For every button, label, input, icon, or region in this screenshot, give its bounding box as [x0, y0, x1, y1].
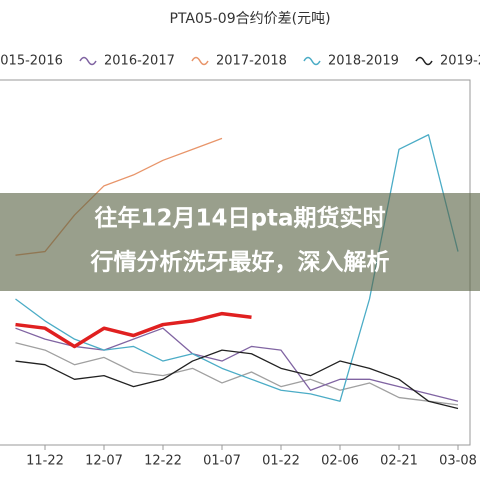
legend-marker — [303, 56, 321, 66]
headline-banner — [0, 193, 480, 291]
x-tick-label: 01-07 — [203, 454, 241, 469]
series-line — [15, 349, 459, 410]
series-line — [15, 311, 252, 349]
x-tick-label: 12-22 — [144, 454, 182, 469]
legend-label: 2019-2020 — [440, 54, 480, 69]
legend-label: 2015-2016 — [0, 54, 63, 69]
x-tick-label: 11-22 — [26, 454, 64, 469]
headline: 行情分析洗牙最好，深入解析 — [90, 249, 390, 276]
legend-label: 2018-2019 — [328, 54, 399, 69]
series-line — [15, 342, 459, 406]
headline: 往年12月14日pta期货实时 — [95, 205, 386, 232]
legend-label: 2017-2018 — [216, 54, 287, 69]
legend-marker — [79, 56, 97, 66]
x-tick-label: 03-08 — [439, 454, 477, 469]
legend-marker — [191, 56, 209, 66]
series-line — [15, 327, 459, 402]
chart-title: PTA05-09合约价差(元吨) — [169, 11, 330, 27]
x-tick-label: 01-22 — [262, 454, 300, 469]
x-tick-label: 02-06 — [321, 454, 359, 469]
legend-marker — [415, 56, 433, 66]
x-tick-label: 02-21 — [380, 454, 418, 469]
x-tick-label: 12-07 — [85, 454, 123, 469]
legend-label: 2016-2017 — [104, 54, 175, 69]
